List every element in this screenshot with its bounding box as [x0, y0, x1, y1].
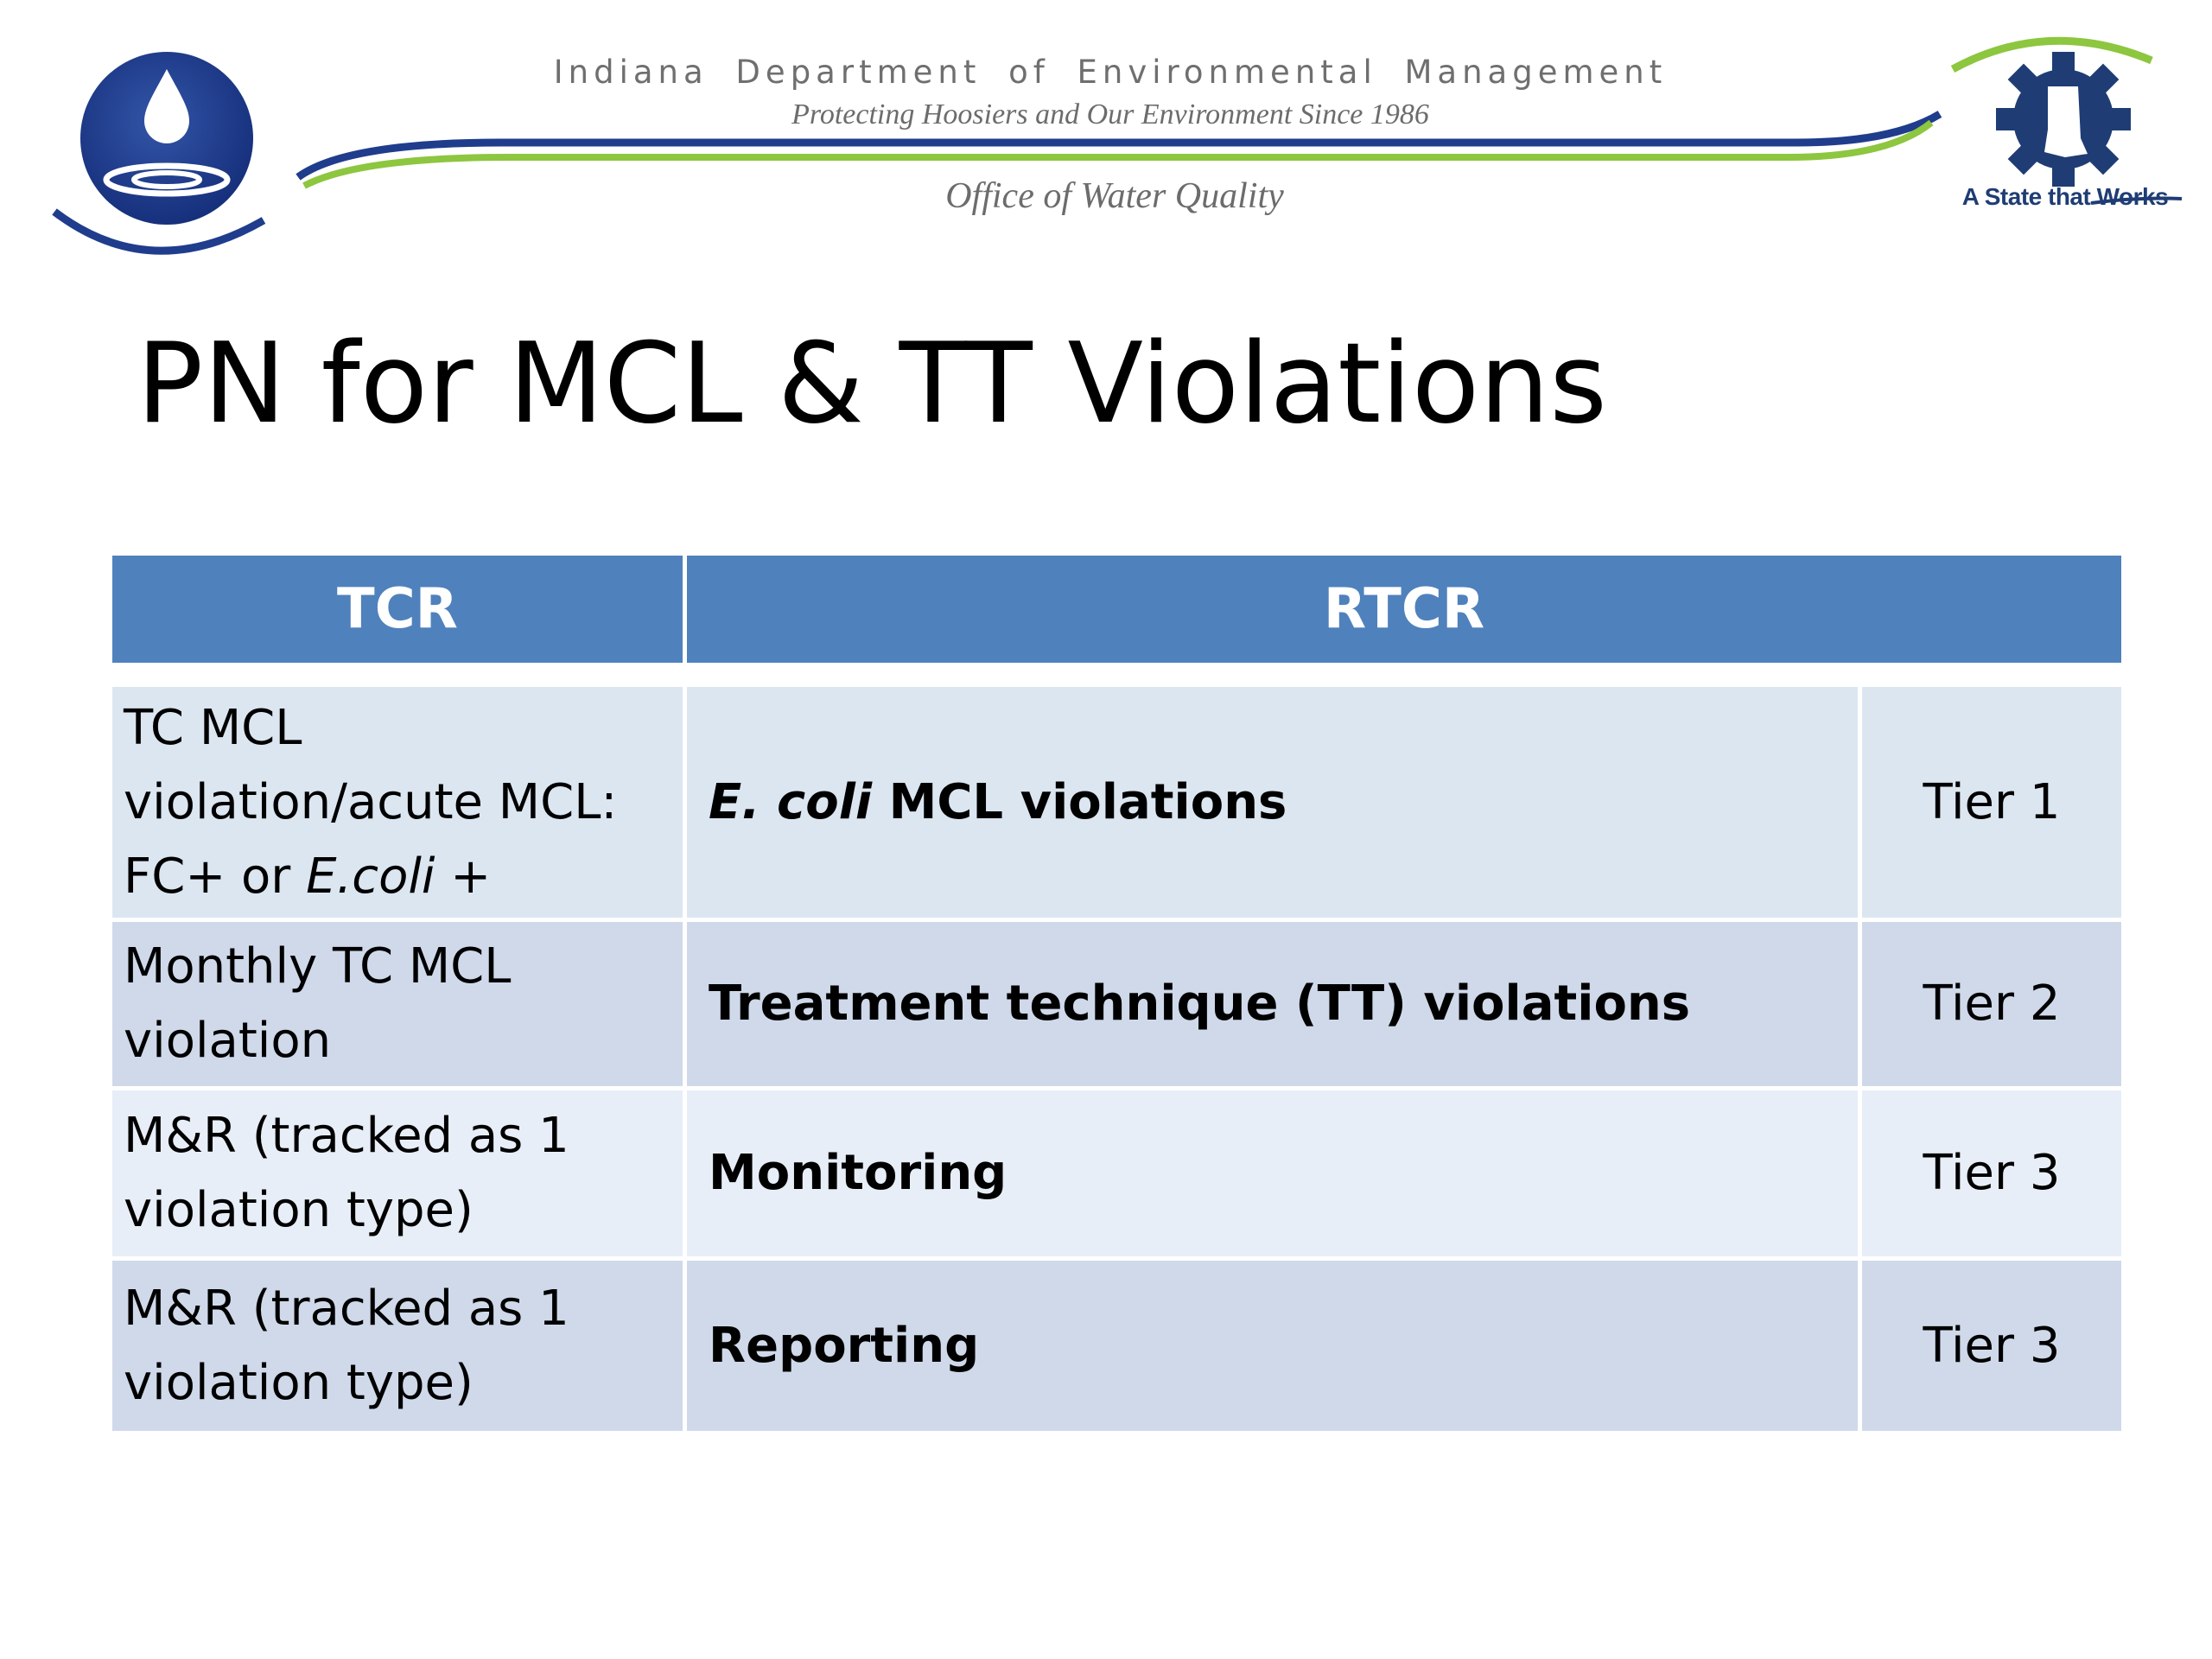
tcr-line: TC MCL	[124, 699, 302, 756]
tcr-line: M&R (tracked as 1	[124, 1280, 569, 1337]
tcr-cell: M&R (tracked as 1 violation type)	[112, 1261, 687, 1431]
state-logo-tagline: A State that Works	[1961, 183, 2169, 210]
violations-table: TCR RTCR TC MCL violation/acute MCL: FC+…	[112, 556, 2121, 1431]
tcr-italic-term: E.coli +	[306, 848, 492, 905]
tcr-line: M&R (tracked as 1	[124, 1108, 569, 1164]
header-swoosh-divider	[296, 111, 1942, 189]
tier-cell: Tier 2	[1862, 922, 2121, 1090]
table-row: TC MCL violation/acute MCL: FC+ or E.col…	[112, 687, 2121, 922]
tcr-line: violation	[124, 1013, 332, 1069]
org-tagline: Protecting Hoosiers and Our Environment …	[791, 99, 1429, 130]
table-row: M&R (tracked as 1 violation type) Report…	[112, 1261, 2121, 1431]
rtcr-italic-term: E. coli	[709, 773, 873, 830]
tier-cell: Tier 3	[1862, 1090, 2121, 1261]
header-rtcr: RTCR	[687, 556, 2121, 687]
rtcr-cell: Monitoring	[687, 1090, 1862, 1261]
tier-cell: Tier 1	[1862, 687, 2121, 922]
rtcr-cell: Reporting	[687, 1261, 1862, 1431]
idem-water-drop-logo-icon	[52, 52, 266, 255]
office-name: Office of Water Quality	[945, 176, 1284, 216]
tcr-line: violation type)	[124, 1354, 474, 1411]
indiana-gear-logo-icon	[1950, 36, 2183, 205]
rtcr-text: MCL violations	[872, 773, 1287, 830]
rtcr-cell: E. coli MCL violations	[687, 687, 1862, 922]
tcr-line: Monthly TC MCL	[124, 938, 512, 995]
header-tcr: TCR	[112, 556, 687, 687]
table-row: M&R (tracked as 1 violation type) Monito…	[112, 1090, 2121, 1261]
rtcr-cell: Treatment technique (TT) violations	[687, 922, 1862, 1090]
table-row: Monthly TC MCL violation Treatment techn…	[112, 922, 2121, 1090]
tcr-line: FC+ or	[124, 848, 307, 905]
tier-cell: Tier 3	[1862, 1261, 2121, 1431]
org-name: Indiana Department of Environmental Mana…	[553, 54, 1668, 91]
tcr-cell: Monthly TC MCL violation	[112, 922, 687, 1090]
slide-title: PN for MCL & TT Violations	[137, 320, 1607, 448]
tcr-line: violation/acute MCL:	[124, 773, 618, 830]
tcr-line: violation type)	[124, 1182, 474, 1238]
tcr-cell: TC MCL violation/acute MCL: FC+ or E.col…	[112, 687, 687, 922]
tcr-cell: M&R (tracked as 1 violation type)	[112, 1090, 687, 1261]
table-header-row: TCR RTCR	[112, 556, 2121, 687]
